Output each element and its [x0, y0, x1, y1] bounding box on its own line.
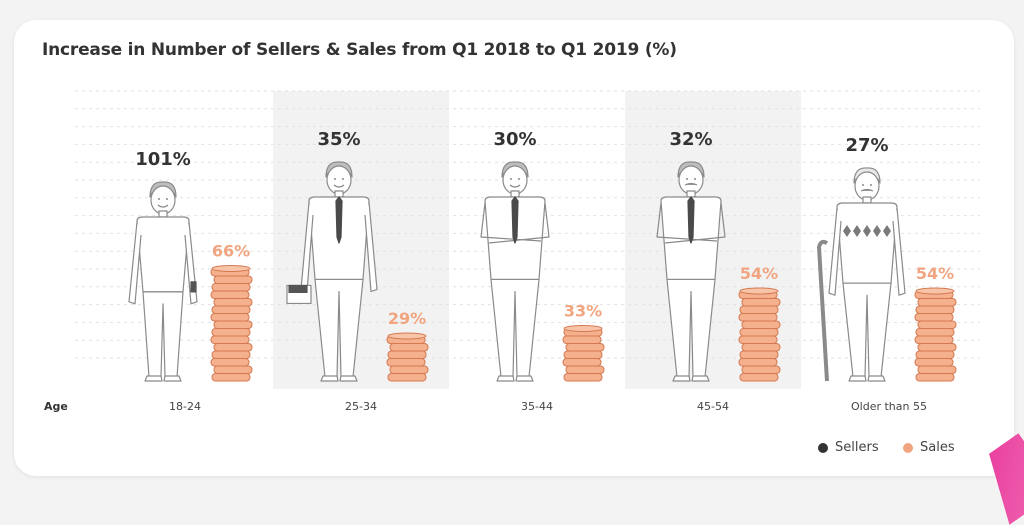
coin-stack-25-34 — [386, 332, 429, 382]
person-figure-35-44 — [480, 161, 550, 382]
sellers-legend-label: Sellers — [835, 440, 879, 455]
category-label: 45-54 — [697, 400, 729, 413]
sellers-value-label: 30% — [493, 129, 536, 150]
category-label: Older than 55 — [851, 400, 927, 413]
sales-value-label: 29% — [388, 309, 426, 328]
sales-legend-dot — [903, 442, 913, 453]
sellers-value-label: 35% — [317, 129, 360, 150]
person-figure-older-than-55 — [817, 167, 906, 382]
category-label: 18-24 — [169, 400, 201, 413]
sales-value-label: 66% — [212, 242, 250, 261]
category-label: 35-44 — [521, 400, 553, 413]
sellers-value-label: 32% — [669, 129, 712, 150]
person-figure-45-54 — [656, 161, 726, 382]
sales-value-label: 54% — [916, 264, 954, 283]
category-label: 25-34 — [345, 400, 377, 413]
legend-item-sales: Sales — [903, 440, 955, 455]
sellers-value-label: 27% — [845, 135, 888, 156]
person-figure-25-34 — [286, 161, 378, 382]
sales-legend-label: Sales — [920, 440, 955, 455]
sales-value-label: 33% — [564, 302, 602, 321]
person-figure-18-24 — [128, 181, 198, 382]
sellers-value-label: 101% — [135, 149, 191, 170]
coin-stack-45-54 — [738, 287, 781, 382]
coin-stack-35-44 — [562, 325, 605, 382]
sellers-legend-dot — [818, 442, 828, 453]
chart-title: Increase in Number of Sellers & Sales fr… — [42, 40, 677, 60]
sales-value-label: 54% — [740, 264, 778, 283]
x-axis-label: Age — [44, 400, 68, 413]
chart-canvas: 101% 66% 18-24 35% 29% 25-34 30% 33% 35-44 32% 54%… — [44, 90, 980, 413]
coin-stack-18-24 — [210, 265, 253, 382]
legend-item-sellers: Sellers — [818, 440, 879, 455]
coin-stack-older-than-55 — [914, 287, 957, 382]
